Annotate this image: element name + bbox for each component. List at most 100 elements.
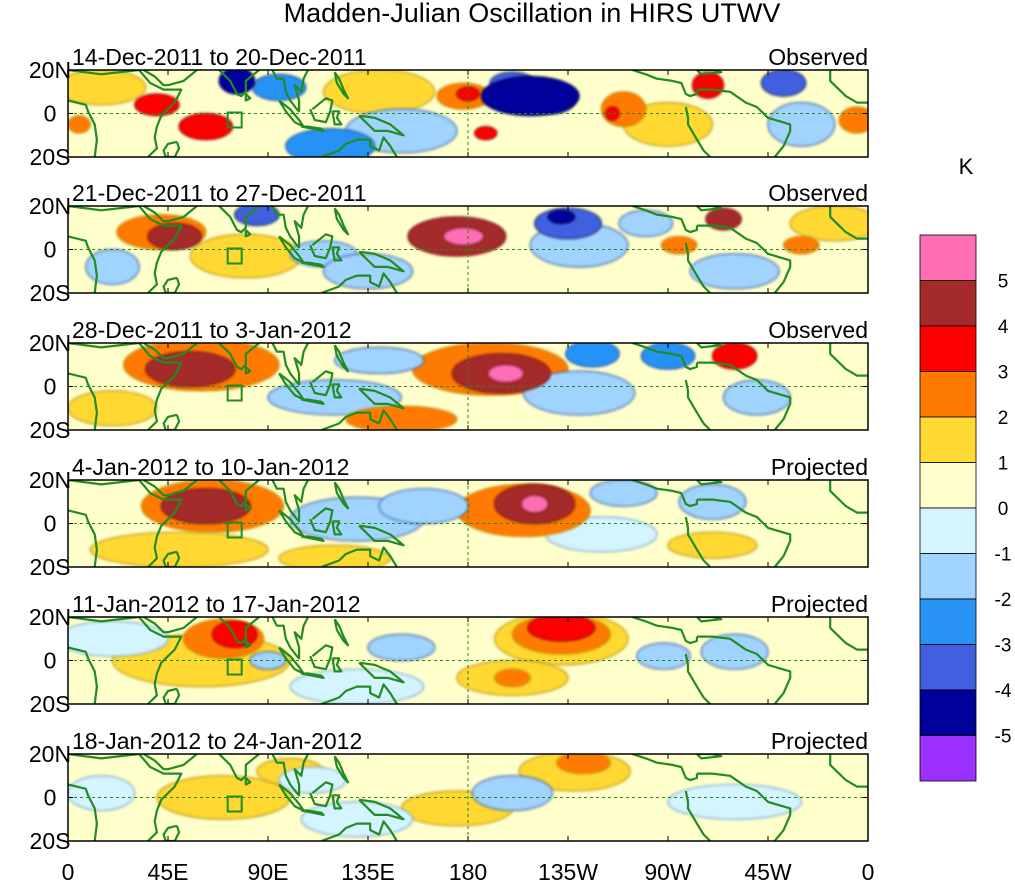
anomaly-contour	[494, 668, 531, 688]
anomaly-contour	[760, 70, 807, 97]
anomaly-contour	[334, 346, 425, 375]
colorbar-tick-label: 5	[998, 272, 1009, 293]
x-axis-tick-labels: 0 45E 90E 135E 180 135W 90W 45W 0	[62, 859, 875, 885]
y-tick-label: 0	[44, 648, 57, 674]
y-tick-label: 0	[44, 101, 57, 127]
anomaly-contour	[218, 70, 256, 95]
colorbar-tick-label: -1	[995, 545, 1012, 566]
anomaly-contour	[378, 488, 469, 525]
anomaly-contour	[782, 235, 820, 255]
y-tick-label: 20S	[30, 280, 71, 306]
anomaly-contour	[68, 70, 147, 106]
anomaly-contour	[300, 801, 414, 838]
y-tick-label: 20N	[29, 467, 71, 493]
contour-fill	[89, 480, 758, 567]
panel-4: 20N 0 20S 4-Jan-2012 to 10-Jan-2012 Projecte…	[29, 454, 869, 580]
anomaly-contour	[678, 483, 747, 520]
colorbar-tick-label: -5	[995, 727, 1012, 748]
contour-fill	[68, 70, 868, 157]
panel-kind-label: Observed	[768, 317, 868, 343]
anomaly-contour	[605, 106, 620, 121]
panel-kind-label: Projected	[771, 591, 868, 617]
anomaly-contour	[705, 207, 742, 231]
contour-fill	[68, 754, 802, 838]
anomaly-contour	[85, 248, 140, 285]
panel-kind-label: Projected	[771, 728, 868, 754]
anomaly-contour	[178, 112, 234, 141]
panel-period-label: 28-Dec-2011 to 3-Jan-2012	[72, 317, 352, 343]
colorbar-swatch	[919, 689, 977, 736]
colorbar-swatch	[919, 462, 977, 509]
anomaly-contour	[589, 480, 658, 507]
x-tick-label: 90W	[644, 859, 692, 885]
anomaly-contour	[322, 70, 436, 115]
panel-period-label: 11-Jan-2012 to 17-Jan-2012	[72, 591, 361, 617]
anomaly-contour	[522, 370, 636, 416]
coastline	[68, 206, 868, 293]
colorbar-swatch	[919, 507, 977, 554]
colorbar-swatch	[919, 325, 977, 372]
panel-3: 20N 0 20S 28-Dec-2011 to 3-Jan-2012 Observed	[29, 317, 869, 443]
anomaly-contour	[838, 106, 868, 134]
coastline	[68, 754, 868, 841]
panel-kind-label: Observed	[768, 180, 868, 206]
x-tick-label: 135W	[538, 859, 598, 885]
anomaly-contour	[700, 633, 769, 670]
y-tick-label: 20N	[29, 604, 71, 630]
reference-box	[226, 521, 243, 539]
anomaly-contour	[711, 343, 758, 370]
reference-box	[226, 658, 243, 676]
panel-6: 20N 0 20S 18-Jan-2012 to 24-Jan-2012 Project…	[29, 728, 869, 854]
y-tick-label: 0	[44, 511, 57, 537]
x-tick-label: 90E	[248, 859, 289, 885]
anomaly-contour	[68, 775, 136, 812]
anomaly-contour	[547, 209, 576, 225]
anomaly-contour	[556, 754, 611, 775]
chart-title: Madden-Julian Oscillation in HIRS UTWV	[284, 0, 781, 28]
panel-period-label: 14-Dec-2011 to 20-Dec-2011	[72, 44, 367, 70]
anomaly-contour	[640, 343, 696, 370]
colorbar-swatch	[919, 644, 977, 691]
anomaly-contour	[667, 531, 758, 559]
x-tick-label: 0	[862, 859, 875, 885]
anomaly-contour	[789, 206, 868, 242]
y-tick-label: 20S	[30, 691, 71, 717]
y-tick-label: 20S	[30, 417, 71, 443]
panel-period-label: 18-Jan-2012 to 24-Jan-2012	[72, 728, 362, 754]
coastline	[68, 617, 868, 704]
panel-kind-label: Projected	[771, 454, 868, 480]
reference-box	[226, 247, 243, 265]
y-tick-label: 20N	[29, 193, 71, 219]
colorbar-swatch	[919, 553, 977, 600]
panel-5: 20N 0 20S 11-Jan-2012 to 17-Jan-2012 Project…	[29, 591, 869, 717]
y-tick-label: 0	[44, 374, 57, 400]
colorbar: 5 4 3 2 1 0 -1 -2 -3 -4 -5	[919, 234, 1012, 782]
y-tick-label: 20S	[30, 554, 71, 580]
colorbar-swatch	[919, 234, 977, 281]
reference-box	[226, 384, 243, 402]
reference-box	[226, 795, 243, 813]
y-tick-label: 20N	[29, 741, 71, 767]
coastline	[68, 480, 868, 567]
anomaly-contour	[145, 351, 236, 388]
colorbar-tick-label: 2	[998, 408, 1009, 429]
anomaly-contour	[160, 488, 251, 525]
x-tick-label: 180	[449, 859, 487, 885]
panel-2: 20N 0 20S 21-Dec-2011 to 27-Dec-2011 Observe…	[29, 180, 869, 306]
colorbar-tick-label: 1	[998, 454, 1009, 475]
anomaly-contour	[442, 227, 485, 246]
y-tick-label: 20N	[29, 57, 71, 83]
contour-fill	[68, 343, 791, 430]
anomaly-contour	[565, 343, 620, 368]
coastline	[68, 343, 868, 430]
anomaly-contour	[474, 125, 498, 141]
anomaly-contour	[480, 75, 580, 117]
anomaly-contour	[660, 235, 698, 255]
anomaly-contour	[367, 633, 436, 662]
anomaly-contour	[689, 253, 780, 290]
colorbar-tick-label: 0	[998, 499, 1009, 520]
x-tick-label: 45E	[148, 859, 189, 885]
colorbar-tick-label: -3	[995, 636, 1012, 657]
anomaly-contour	[691, 71, 725, 99]
